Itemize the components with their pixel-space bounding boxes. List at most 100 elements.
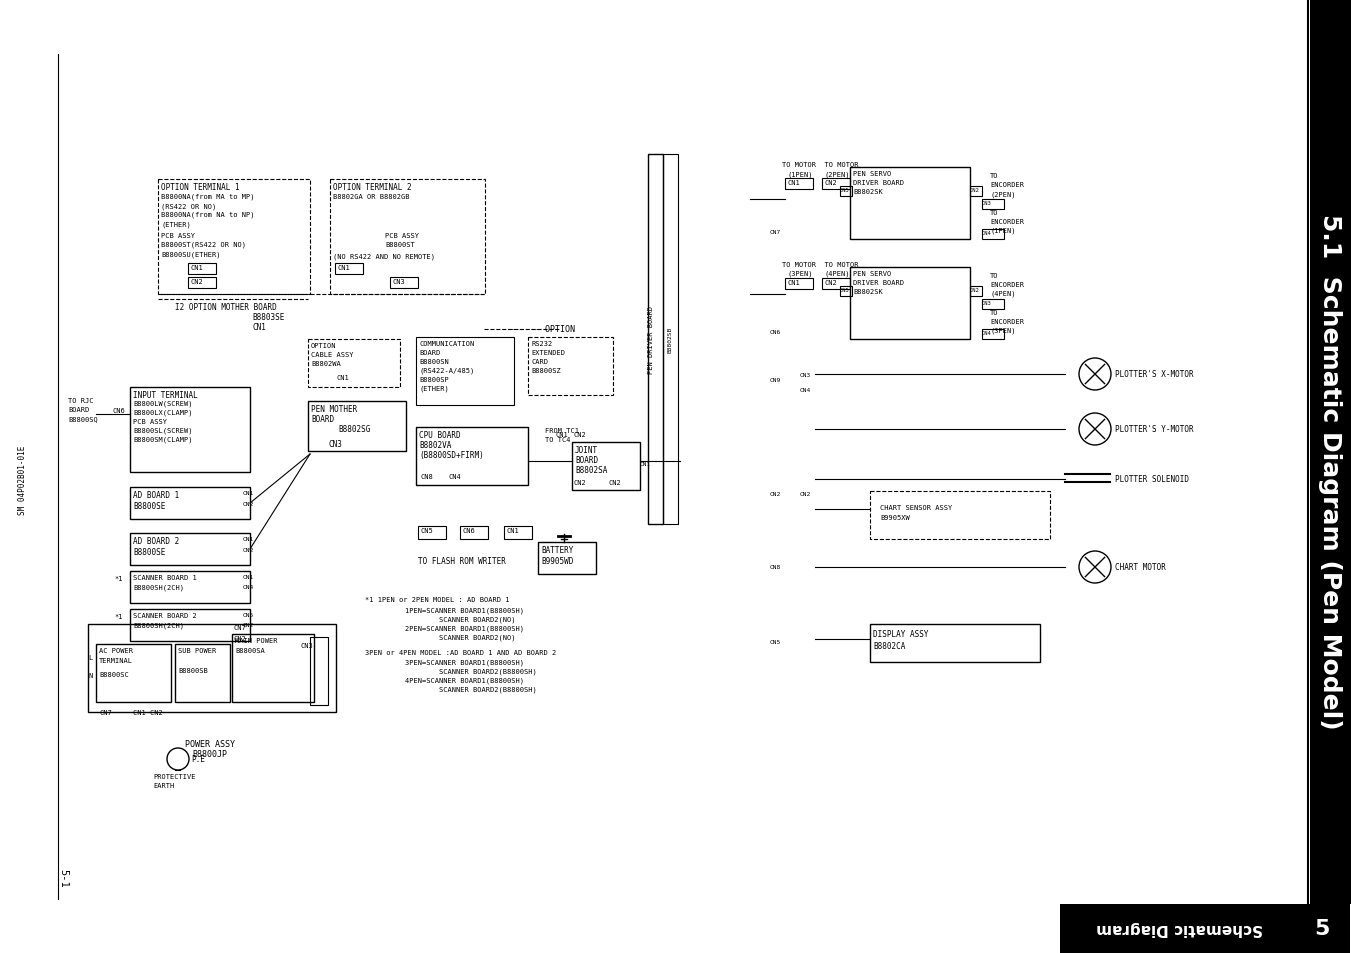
Text: B8800SH(2CH): B8800SH(2CH) bbox=[132, 622, 184, 629]
Text: CPU BOARD: CPU BOARD bbox=[419, 431, 461, 439]
Text: (4PEN): (4PEN) bbox=[824, 271, 850, 277]
Text: TO: TO bbox=[990, 210, 998, 215]
Text: *1 1PEN or 2PEN MODEL : AD BOARD 1: *1 1PEN or 2PEN MODEL : AD BOARD 1 bbox=[365, 597, 509, 602]
Text: SM 04P02B01-01E: SM 04P02B01-01E bbox=[18, 445, 27, 515]
Text: TO MOTOR  TO MOTOR: TO MOTOR TO MOTOR bbox=[782, 162, 858, 168]
Text: B8802GA OR B8802GB: B8802GA OR B8802GB bbox=[332, 193, 409, 200]
Text: PLOTTER SOLENOID: PLOTTER SOLENOID bbox=[1115, 475, 1189, 484]
Text: B8800SP: B8800SP bbox=[419, 376, 449, 382]
Text: (NO RS422 AND NO REMOTE): (NO RS422 AND NO REMOTE) bbox=[332, 253, 435, 259]
Text: CN6: CN6 bbox=[770, 330, 781, 335]
Bar bbox=[982, 230, 1004, 240]
Text: TO: TO bbox=[990, 172, 998, 179]
Text: CN3: CN3 bbox=[982, 201, 992, 206]
Text: TO MOTOR  TO MOTOR: TO MOTOR TO MOTOR bbox=[782, 262, 858, 268]
Text: CN2: CN2 bbox=[243, 622, 254, 627]
Text: B8800SC: B8800SC bbox=[99, 671, 128, 678]
Text: B8800NA(from MA to MP): B8800NA(from MA to MP) bbox=[161, 193, 254, 200]
Text: PCB ASSY: PCB ASSY bbox=[132, 418, 168, 424]
Text: B8802SG: B8802SG bbox=[338, 424, 370, 434]
Bar bbox=[528, 337, 613, 395]
Text: CN8: CN8 bbox=[420, 474, 432, 479]
Text: ENCORDER: ENCORDER bbox=[990, 282, 1024, 288]
Text: CN8: CN8 bbox=[770, 564, 781, 569]
Text: CN4: CN4 bbox=[982, 231, 992, 235]
Circle shape bbox=[1079, 414, 1111, 446]
Text: (2PEN): (2PEN) bbox=[990, 191, 1016, 197]
Bar bbox=[970, 187, 982, 196]
Text: ENCORDER: ENCORDER bbox=[990, 219, 1024, 225]
Text: CN1: CN1 bbox=[640, 461, 651, 467]
Text: CN1: CN1 bbox=[788, 280, 800, 286]
Text: (1PEN): (1PEN) bbox=[990, 228, 1016, 234]
Text: FROM TC1: FROM TC1 bbox=[544, 428, 580, 434]
Text: BOARD: BOARD bbox=[68, 407, 89, 413]
Text: CN2: CN2 bbox=[190, 278, 203, 285]
Text: SUB POWER: SUB POWER bbox=[178, 647, 216, 654]
Text: CN3: CN3 bbox=[328, 439, 342, 449]
Bar bbox=[538, 542, 596, 575]
Text: TO RJC: TO RJC bbox=[68, 397, 93, 403]
Bar bbox=[663, 154, 678, 524]
Text: B8802SA: B8802SA bbox=[576, 465, 608, 475]
Text: *1: *1 bbox=[113, 614, 123, 619]
Bar bbox=[416, 337, 513, 406]
Text: TERMINAL: TERMINAL bbox=[99, 658, 132, 663]
Text: CABLE ASSY: CABLE ASSY bbox=[311, 352, 354, 357]
Text: ENCORDER: ENCORDER bbox=[990, 318, 1024, 325]
Text: PCB ASSY: PCB ASSY bbox=[161, 233, 195, 239]
Text: CN5: CN5 bbox=[770, 639, 781, 644]
Text: (RS422-A/485): (RS422-A/485) bbox=[419, 368, 474, 375]
Text: 1PEN=SCANNER BOARD1(B8800SH): 1PEN=SCANNER BOARD1(B8800SH) bbox=[405, 607, 524, 614]
Bar bbox=[870, 492, 1050, 539]
Bar bbox=[571, 442, 640, 491]
Text: (RS422 OR NO): (RS422 OR NO) bbox=[161, 203, 216, 210]
Text: (3PEN): (3PEN) bbox=[788, 271, 812, 277]
Bar bbox=[982, 330, 1004, 339]
Text: CN1: CN1 bbox=[190, 265, 203, 271]
Text: PLOTTER'S X-MOTOR: PLOTTER'S X-MOTOR bbox=[1115, 370, 1194, 379]
Bar bbox=[850, 168, 970, 240]
Text: (ETHER): (ETHER) bbox=[161, 221, 190, 227]
Text: CN1: CN1 bbox=[788, 180, 800, 186]
Text: CN2: CN2 bbox=[970, 288, 979, 293]
Bar bbox=[850, 268, 970, 339]
Bar bbox=[335, 264, 363, 274]
Bar bbox=[130, 488, 250, 519]
Bar bbox=[188, 277, 216, 289]
Bar bbox=[821, 179, 850, 190]
Bar bbox=[158, 180, 309, 294]
Text: B8800SU(ETHER): B8800SU(ETHER) bbox=[161, 251, 220, 257]
Text: CN1: CN1 bbox=[336, 265, 350, 271]
Text: MAIN POWER: MAIN POWER bbox=[235, 638, 277, 643]
Text: CN7: CN7 bbox=[99, 709, 112, 716]
Text: SCANNER BOARD2(NO): SCANNER BOARD2(NO) bbox=[405, 617, 516, 623]
Text: B8800SL(SCREW): B8800SL(SCREW) bbox=[132, 428, 192, 434]
Text: CN2: CN2 bbox=[243, 547, 254, 553]
Text: B8802CA: B8802CA bbox=[873, 641, 905, 650]
Text: CN2: CN2 bbox=[770, 492, 781, 497]
Text: Schematic Diagram: Schematic Diagram bbox=[1097, 921, 1263, 936]
Text: L: L bbox=[88, 655, 92, 660]
Text: DRIVER BOARD: DRIVER BOARD bbox=[852, 280, 904, 286]
Bar bbox=[88, 624, 336, 712]
Text: CN4: CN4 bbox=[800, 388, 811, 393]
Text: PEN MOTHER: PEN MOTHER bbox=[311, 405, 357, 414]
Bar bbox=[130, 388, 250, 473]
Text: CN4: CN4 bbox=[243, 584, 254, 589]
Bar bbox=[982, 200, 1004, 210]
Bar bbox=[840, 187, 852, 196]
Text: CN2: CN2 bbox=[824, 180, 836, 186]
Text: CN9: CN9 bbox=[770, 377, 781, 382]
Text: B8802SB: B8802SB bbox=[667, 327, 673, 353]
Text: BOARD: BOARD bbox=[419, 350, 440, 355]
Text: SCANNER BOARD 2: SCANNER BOARD 2 bbox=[132, 613, 197, 618]
Text: B8800JP: B8800JP bbox=[192, 749, 227, 759]
Circle shape bbox=[168, 748, 189, 770]
Bar bbox=[870, 624, 1040, 662]
Bar bbox=[416, 428, 528, 485]
Text: (1PEN): (1PEN) bbox=[788, 171, 812, 177]
Bar bbox=[417, 526, 446, 539]
Bar bbox=[330, 180, 485, 294]
Bar bbox=[308, 401, 407, 452]
